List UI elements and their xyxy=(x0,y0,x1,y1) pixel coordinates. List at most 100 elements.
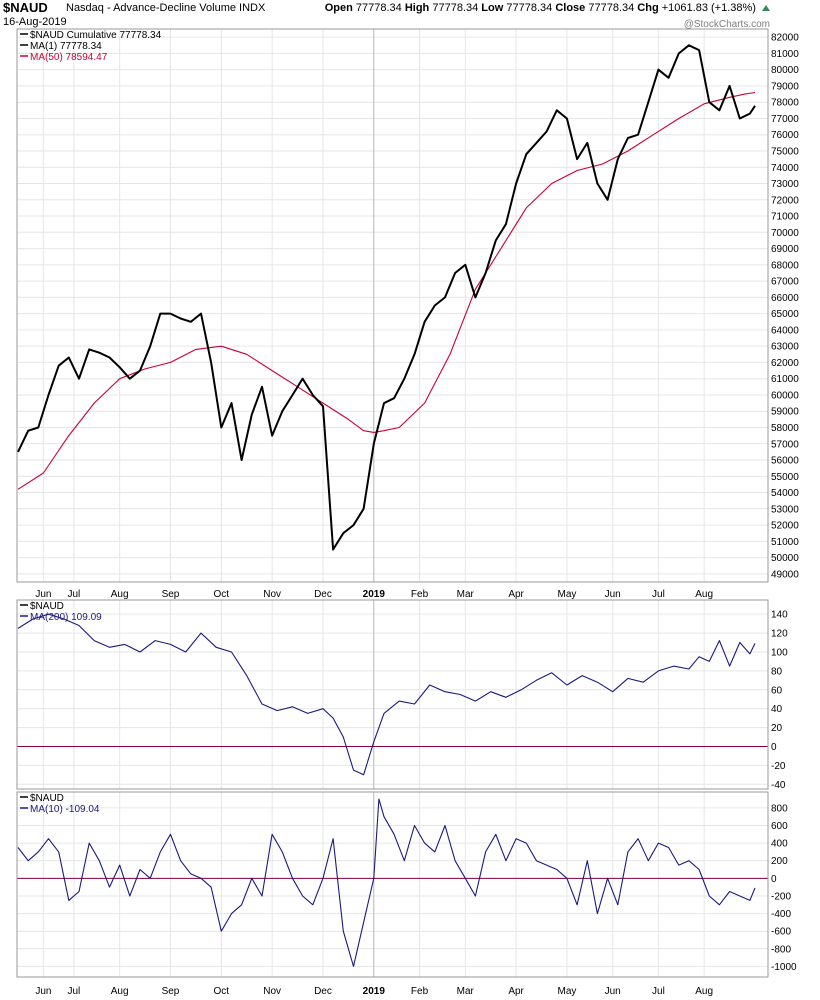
panel-frame xyxy=(16,599,769,790)
month-label: Aug xyxy=(111,589,129,600)
y-tick-label: 60 xyxy=(771,685,783,696)
y-tick-label: -40 xyxy=(771,780,786,791)
month-label: Feb xyxy=(411,589,429,600)
month-label: May xyxy=(557,986,576,997)
legend-entry: $NAUD xyxy=(30,601,64,612)
y-tick-label: 68000 xyxy=(771,260,799,271)
month-label: Jul xyxy=(68,589,81,600)
y-tick-label: 100 xyxy=(771,647,788,658)
month-label: Oct xyxy=(214,589,230,600)
month-label: Jun xyxy=(605,986,621,997)
y-tick-label: 76000 xyxy=(771,130,799,141)
y-tick-label: 77000 xyxy=(771,114,799,125)
month-label: Sep xyxy=(162,986,180,997)
month-label: Dec xyxy=(314,986,332,997)
legend-entry: MA(50) 78594.47 xyxy=(30,52,108,63)
month-label: Mar xyxy=(457,589,475,600)
y-tick-label: 67000 xyxy=(771,277,799,288)
y-tick-label: 200 xyxy=(771,856,788,867)
y-tick-label: 66000 xyxy=(771,293,799,304)
month-label: Nov xyxy=(263,589,281,600)
price-panel: 49000 50000 51000 52000 53000 54000 55000 56000… xyxy=(16,28,799,583)
ma-50-line xyxy=(17,91,756,490)
y-tick-label: -600 xyxy=(771,927,791,938)
ma10-panel: -1000 -800 -600 -400 -200 0 200 400 600 800 $NAUDM… xyxy=(16,791,797,978)
y-tick-label: 51000 xyxy=(771,537,799,548)
chart-header: $NAUD Nasdaq - Advance-Decline Volume IN… xyxy=(0,0,820,32)
y-tick-label: -800 xyxy=(771,944,791,955)
y-tick-label: 60000 xyxy=(771,390,799,401)
y-tick-label: 61000 xyxy=(771,374,799,385)
y-tick-label: 55000 xyxy=(771,472,799,483)
chart-date: 16-Aug-2019 xyxy=(3,16,67,28)
ma-10-line xyxy=(17,798,756,967)
y-tick-label: 80 xyxy=(771,666,783,677)
symbol-title: $NAUD xyxy=(3,0,48,15)
close-label: Close xyxy=(555,2,586,14)
y-tick-label: 63000 xyxy=(771,342,799,353)
month-label: Jun xyxy=(35,589,51,600)
y-tick-label: 74000 xyxy=(771,163,799,174)
panel-frame xyxy=(16,28,769,583)
month-label: Jul xyxy=(652,986,665,997)
chg-value: +1061.83 (+1.38%) xyxy=(661,2,756,14)
y-tick-label: 81000 xyxy=(771,49,799,60)
y-tick-label: 40 xyxy=(771,704,783,715)
low-label: Low xyxy=(481,2,504,14)
chg-label: Chg xyxy=(637,2,659,14)
month-label: Apr xyxy=(508,986,524,997)
month-label: Aug xyxy=(111,986,129,997)
low-value: 77778.34 xyxy=(506,2,553,14)
open-label: Open xyxy=(324,2,353,14)
stockcharts-watermark: @StockCharts.com xyxy=(683,19,770,30)
legend-entry: $NAUD Cumulative 77778.34 xyxy=(30,30,162,41)
y-tick-label: 600 xyxy=(771,821,788,832)
up-triangle-icon xyxy=(762,5,770,11)
y-tick-label: 62000 xyxy=(771,358,799,369)
y-tick-label: -1000 xyxy=(771,962,797,973)
high-label: High xyxy=(404,2,430,14)
y-tick-label: -200 xyxy=(771,891,791,902)
y-tick-label: 49000 xyxy=(771,569,799,580)
y-tick-label: 50000 xyxy=(771,553,799,564)
y-tick-label: 69000 xyxy=(771,244,799,255)
y-tick-label: 400 xyxy=(771,839,788,850)
month-label: Mar xyxy=(457,986,475,997)
y-tick-label: 80000 xyxy=(771,65,799,76)
y-tick-label: -20 xyxy=(771,761,786,772)
y-tick-label: 0 xyxy=(771,874,777,885)
month-label: Aug xyxy=(695,589,713,600)
month-label: May xyxy=(557,589,576,600)
y-tick-label: 79000 xyxy=(771,81,799,92)
y-tick-label: 78000 xyxy=(771,98,799,109)
y-tick-label: 58000 xyxy=(771,423,799,434)
high-value: 77778.34 xyxy=(432,2,479,14)
ma-200-line xyxy=(17,613,756,776)
y-tick-label: 64000 xyxy=(771,325,799,336)
y-tick-label: 52000 xyxy=(771,521,799,532)
y-tick-label: 120 xyxy=(771,629,788,640)
legend-entry: MA(200) 109.09 xyxy=(30,612,102,623)
month-label: 2019 xyxy=(363,589,386,600)
y-tick-label: 59000 xyxy=(771,407,799,418)
y-tick-label: 70000 xyxy=(771,228,799,239)
y-tick-label: 82000 xyxy=(771,33,799,44)
ohlc-readout: Open 77778.34 High 77778.34 Low 77778.34… xyxy=(325,2,770,15)
y-tick-label: 800 xyxy=(771,803,788,814)
chart-subtitle: Nasdaq - Advance-Decline Volume INDX xyxy=(66,2,266,14)
legend-entry: MA(1) 77778.34 xyxy=(30,41,102,52)
panel-frame xyxy=(16,791,769,978)
y-tick-label: 56000 xyxy=(771,456,799,467)
y-tick-label: 73000 xyxy=(771,179,799,190)
month-label: Dec xyxy=(314,589,332,600)
month-label: 2019 xyxy=(363,986,386,997)
y-tick-label: 0 xyxy=(771,742,777,753)
close-value: 77778.34 xyxy=(588,2,635,14)
y-tick-label: 75000 xyxy=(771,146,799,157)
month-label: Feb xyxy=(411,986,429,997)
